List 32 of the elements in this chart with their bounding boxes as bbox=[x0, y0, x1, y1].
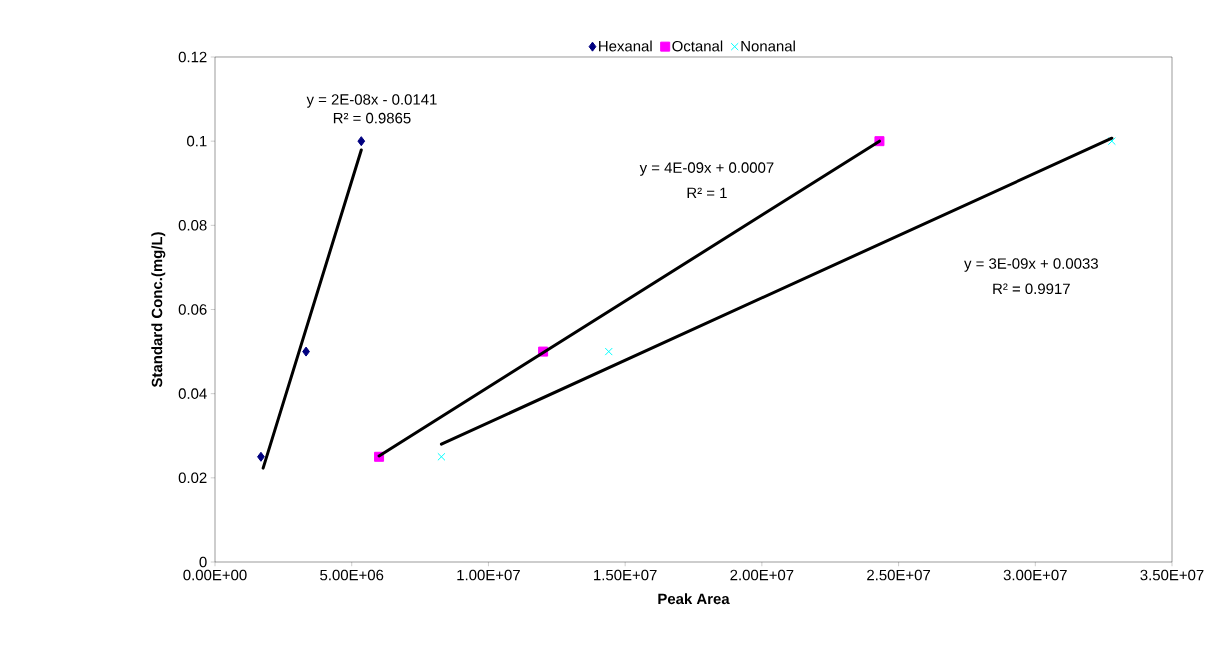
x-tick-label: 2.00E+07 bbox=[730, 569, 794, 581]
y-tick-label: 0.12 bbox=[178, 51, 207, 63]
annotation: y = 2E-08x - 0.0141 bbox=[306, 94, 437, 108]
y-tick-label: 0.1 bbox=[187, 135, 207, 147]
x-tick-label: 2.50E+07 bbox=[867, 569, 931, 581]
x-tick-label: 3.50E+07 bbox=[1140, 569, 1204, 581]
point bbox=[302, 346, 310, 357]
y-tick-label: 0.06 bbox=[178, 304, 207, 315]
point bbox=[257, 451, 265, 462]
point bbox=[604, 347, 613, 356]
legend-label: Nonanal bbox=[741, 40, 795, 52]
x-tick-label: 1.00E+07 bbox=[457, 569, 520, 581]
annotation: R² = 0.9917 bbox=[993, 283, 1070, 295]
y-tick-label: 0.02 bbox=[178, 472, 207, 484]
annotation: y = 4E-09x + 0.0007 bbox=[639, 162, 774, 176]
point bbox=[437, 452, 446, 461]
point bbox=[1107, 137, 1116, 146]
point bbox=[357, 136, 366, 147]
x-axis-title: Peak Area bbox=[658, 593, 730, 605]
annotation: R² = 0.9865 bbox=[333, 112, 411, 124]
annotation: R² = 1 bbox=[687, 187, 727, 199]
y-tick-label: 0 bbox=[199, 556, 207, 568]
x-tick-label: 1.50E+07 bbox=[594, 569, 657, 581]
y-axis-title: Standard Conc.(mg/L) bbox=[151, 232, 166, 388]
annotation: y = 3E-09x + 0.0033 bbox=[964, 258, 1098, 272]
x-tick-label: 5.00E+06 bbox=[320, 569, 384, 581]
x-tick-label: 3.00E+07 bbox=[1003, 569, 1067, 581]
legend-label: Octanal bbox=[672, 40, 723, 52]
x-tick-label: 0.00E+00 bbox=[183, 569, 247, 581]
legend-label: Hexanal bbox=[599, 40, 652, 52]
y-tick-label: 0.08 bbox=[178, 220, 207, 231]
y-tick-label: 0.04 bbox=[178, 388, 207, 399]
